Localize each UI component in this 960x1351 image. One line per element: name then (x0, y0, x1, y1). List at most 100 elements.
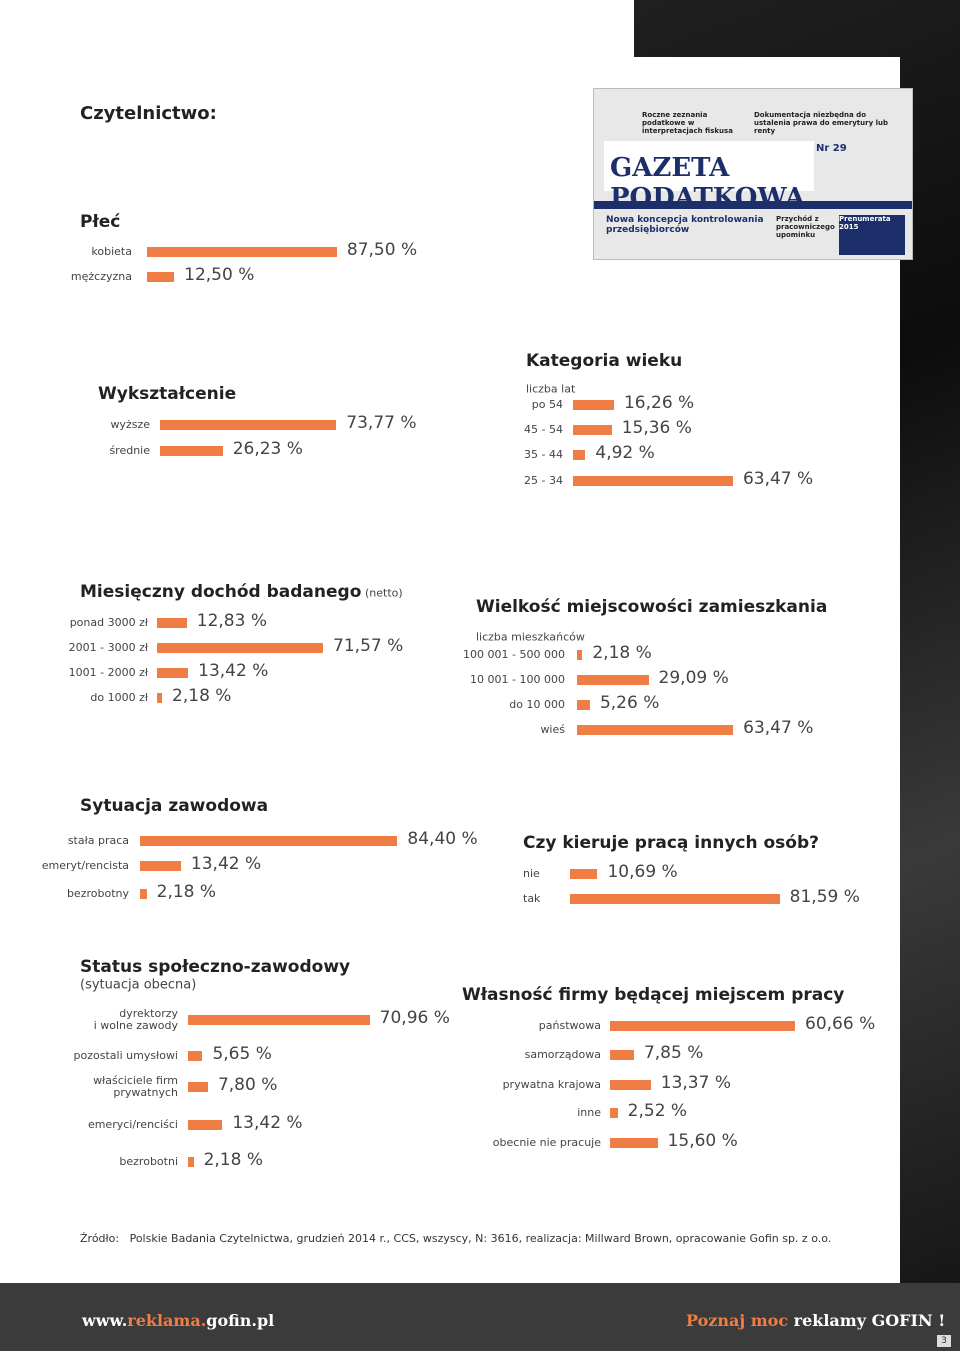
value-label: 15,36 % (621, 418, 692, 438)
value-label: 15,60 % (667, 1131, 738, 1151)
category-label: tak (523, 892, 541, 905)
value-label: 5,26 % (599, 693, 660, 713)
category-label: państwowa (538, 1019, 601, 1032)
category-label: po 54 (531, 398, 563, 411)
chart-title: Czy kieruje pracą innych osób? (523, 833, 820, 853)
bar (610, 1021, 795, 1031)
category-label: 100 001 - 500 000 (463, 648, 565, 661)
category-label: 45 - 54 (524, 423, 563, 436)
value-label: 2,52 % (627, 1101, 688, 1121)
value-label: 13,42 % (232, 1113, 303, 1133)
category-label: pozostali umysłowi (73, 1049, 178, 1062)
lead: Nowa koncepcja kontrolowania przedsiębio… (606, 215, 764, 235)
bar (570, 869, 598, 879)
nav-strip (594, 201, 912, 209)
category-label: bezrobotni (119, 1155, 178, 1168)
value-label: 13,42 % (198, 661, 269, 681)
category-label: bezrobotny (66, 887, 129, 900)
slogan-part: reklamy GOFIN ! (793, 1311, 946, 1330)
chart-subtitle: liczba lat (526, 382, 576, 396)
url-part: www. (82, 1311, 128, 1330)
category-label: 25 - 34 (524, 474, 563, 487)
chart-subtitle: (netto) (365, 586, 403, 600)
bar (140, 836, 398, 846)
bar (577, 725, 734, 735)
bar (188, 1157, 194, 1167)
chart-subtitle: liczba mieszkańców (476, 630, 585, 644)
category-label: średnie (109, 444, 150, 457)
chart-title: Sytuacja zawodowa (80, 796, 269, 816)
page-number: 3 (937, 1335, 951, 1347)
bar (140, 861, 181, 871)
category-label: inne (577, 1106, 601, 1119)
bar (147, 247, 337, 257)
footer: www.reklama.gofin.pl Poznaj moc reklamy … (0, 1283, 960, 1351)
value-label: 7,80 % (217, 1075, 278, 1095)
category-label: prywatna krajowa (502, 1078, 601, 1091)
value-label: 2,18 % (203, 1150, 263, 1170)
header-title: Czytelnictwo: (80, 103, 217, 124)
bar (160, 420, 337, 430)
page-sheet (0, 0, 634, 57)
source: Źródło: Polskie Badania Czytelnictwa, gr… (80, 1232, 832, 1245)
category-label: do 10 000 (509, 698, 565, 711)
value-label: 7,85 % (643, 1043, 704, 1063)
bar (157, 643, 324, 653)
chart-title: Płeć (80, 212, 121, 232)
bar (188, 1051, 203, 1061)
category-label: wieś (540, 723, 565, 736)
masthead (604, 141, 814, 191)
value-label: 63,47 % (743, 718, 814, 738)
category-label: mężczyzna (70, 270, 132, 283)
value-label: 70,96 % (379, 1008, 450, 1028)
category-label: do 1000 zł (90, 691, 148, 704)
value-label: 10,69 % (607, 862, 678, 882)
category-label: dyrektorzy i wolne zawody (93, 1007, 178, 1032)
value-label: 13,37 % (660, 1073, 731, 1093)
value-label: 26,23 % (232, 439, 303, 459)
chart-title: Status społeczno-zawodowy (80, 957, 351, 977)
bar (147, 272, 175, 282)
category-label: 10 001 - 100 000 (470, 673, 565, 686)
bar (160, 446, 223, 456)
category-label: kobieta (91, 245, 132, 258)
value-label: 13,42 % (190, 854, 262, 874)
value-label: 12,50 % (184, 265, 255, 285)
chart-title: Wykształcenie (98, 384, 237, 404)
category-label: emeryt/rencista (41, 859, 129, 872)
category-label: 35 - 44 (524, 448, 563, 461)
chart-title: Wielkość miejscowości zamieszkania (476, 597, 828, 617)
category-label: 2001 - 3000 zł (68, 641, 148, 654)
category-label: wyższe (110, 418, 150, 431)
chart-title: Kategoria wieku (526, 351, 683, 371)
value-label: 71,57 % (333, 636, 404, 656)
bar (188, 1015, 370, 1025)
page-sheet (0, 57, 900, 1283)
slogan-part: Poznaj moc (686, 1311, 789, 1330)
promo: Prenumerata 2015 (839, 215, 905, 255)
value-label: 2,18 % (172, 686, 232, 706)
value-label: 73,77 % (346, 413, 417, 433)
category-label: 1001 - 2000 zł (68, 666, 148, 679)
bar (610, 1108, 618, 1118)
value-label: 60,66 % (805, 1014, 876, 1034)
footer-slogan: Poznaj moc reklamy GOFIN ! (686, 1311, 945, 1330)
bar (573, 400, 614, 410)
value-label: 5,65 % (212, 1044, 272, 1064)
category-label: stała praca (67, 834, 129, 847)
bar (140, 889, 147, 899)
bar (157, 668, 189, 678)
issue-number: Nr 29 (816, 143, 847, 154)
chart-subtitle: (sytuacja obecna) (80, 977, 197, 993)
category-label: właściciele firm prywatnych (93, 1074, 178, 1099)
category-label: emeryci/renciści (87, 1118, 178, 1131)
category-label: samorządowa (524, 1048, 601, 1061)
value-label: 81,59 % (789, 887, 860, 907)
chart-title: Miesięczny dochód badanego (80, 582, 362, 602)
category-label: nie (523, 867, 540, 880)
chart-title: Własność firmy będącej miejscem pracy (462, 985, 845, 1005)
footer-url: www.reklama.gofin.pl (82, 1311, 274, 1330)
value-label: 87,50 % (346, 240, 418, 260)
bar (577, 650, 583, 660)
bar (577, 675, 649, 685)
